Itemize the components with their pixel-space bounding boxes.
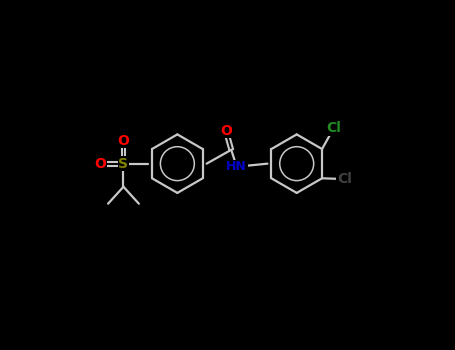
Text: O: O <box>95 157 106 171</box>
Text: HN: HN <box>226 160 247 173</box>
Text: O: O <box>117 134 129 148</box>
Text: Cl: Cl <box>337 172 352 186</box>
Text: S: S <box>118 157 128 171</box>
Text: Cl: Cl <box>326 121 341 135</box>
Text: O: O <box>220 124 232 138</box>
